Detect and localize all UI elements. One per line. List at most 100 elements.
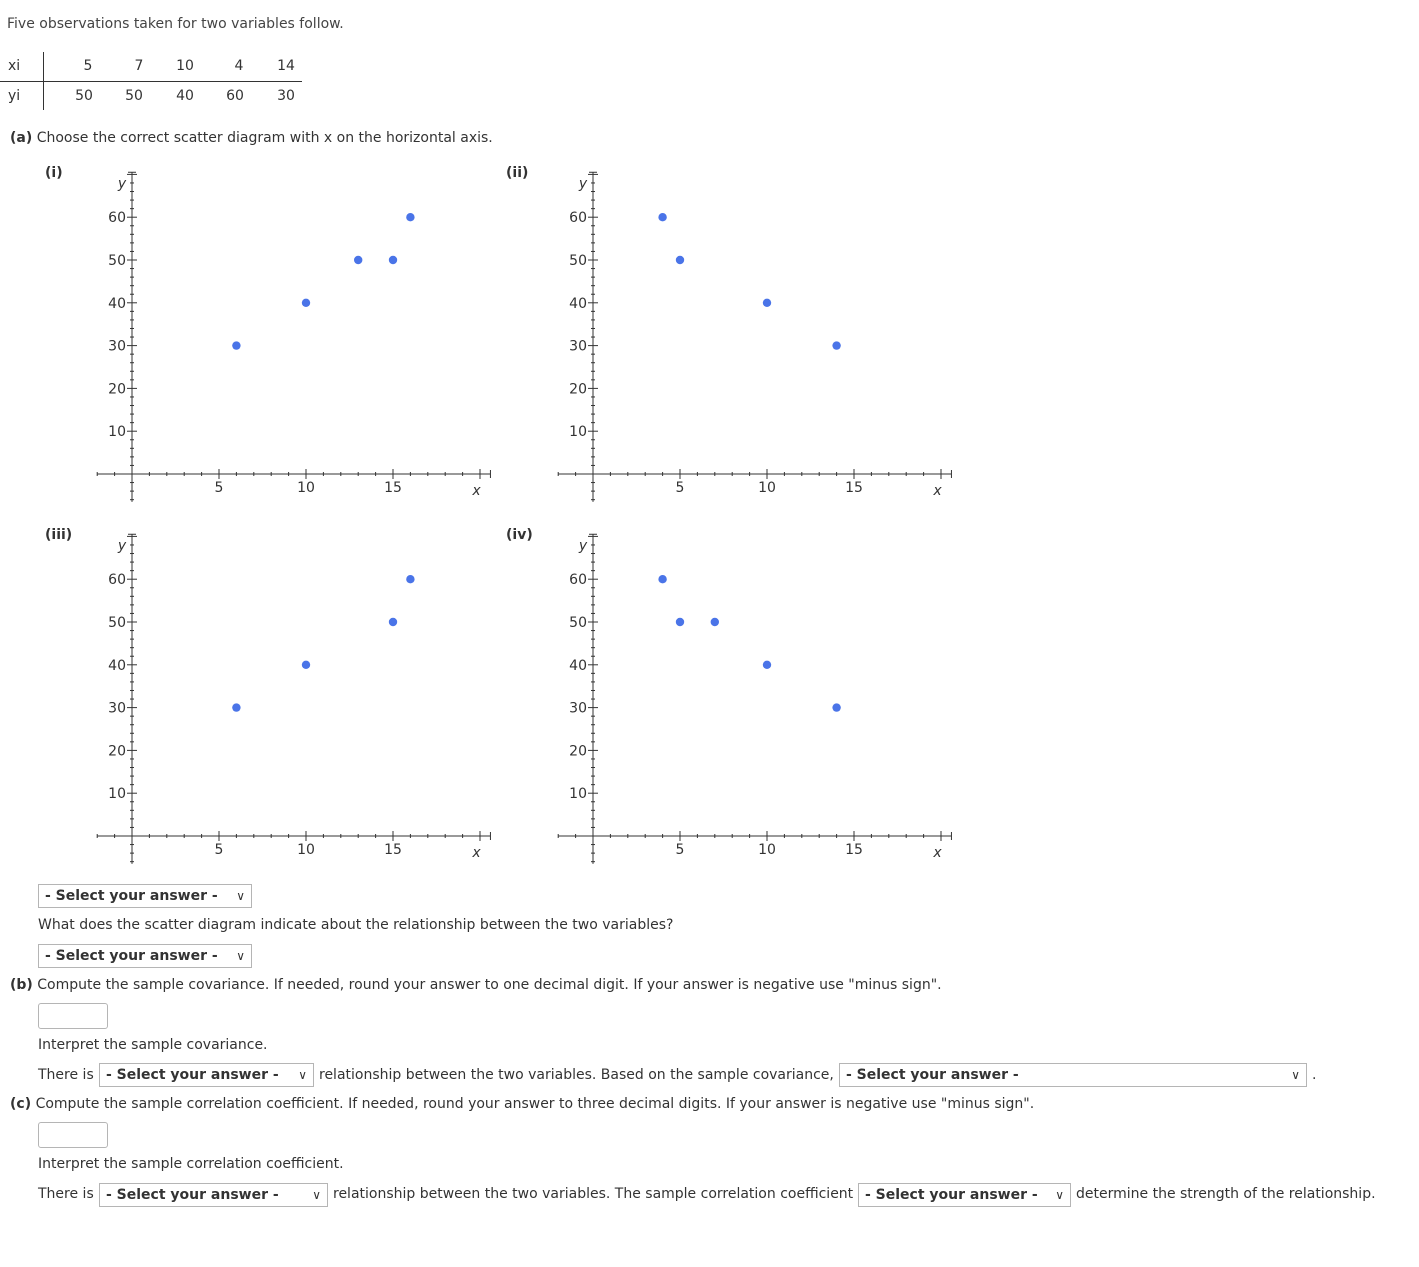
x-tick-label: 5 — [676, 842, 685, 858]
select-value: - Select your answer - — [106, 1187, 279, 1203]
x-tick-label: 15 — [845, 842, 863, 858]
covariance-there-is: There is — [38, 1067, 94, 1083]
y-tick-label: 40 — [108, 658, 126, 674]
select-value: - Select your answer - — [865, 1187, 1038, 1203]
data-point — [232, 703, 241, 712]
x-tick-label: 15 — [384, 842, 402, 858]
part-c-text: Compute the sample correlation coefficie… — [35, 1096, 1035, 1112]
y-tick-label: 30 — [108, 701, 126, 717]
select-value: - Select your answer - — [45, 888, 218, 904]
chevron-down-icon: ∨ — [1055, 1188, 1064, 1202]
table-cell: 50 — [75, 88, 93, 104]
table-row-divider — [0, 81, 302, 82]
data-point — [675, 255, 685, 265]
y-tick-label: 20 — [108, 743, 126, 759]
x-tick-label: 10 — [297, 480, 315, 496]
x-tick-label: 10 — [297, 842, 315, 858]
covariance-relationship-select[interactable]: - Select your answer - ∨ — [99, 1063, 314, 1087]
data-point — [388, 255, 398, 265]
table-cell: 40 — [176, 88, 194, 104]
x-axis-name: x — [471, 483, 481, 499]
data-point — [301, 660, 311, 669]
data-point — [832, 703, 841, 712]
covariance-input[interactable] — [38, 1003, 108, 1029]
x-tick-label: 15 — [845, 480, 863, 496]
x-tick-label: 5 — [215, 480, 224, 496]
select-value: - Select your answer - — [106, 1067, 279, 1083]
y-tick-label: 50 — [108, 615, 126, 631]
scatter-choice-select[interactable]: - Select your answer - ∨ — [38, 884, 252, 908]
data-point — [301, 298, 311, 307]
y-tick-label: 50 — [569, 615, 587, 631]
y-axis-name: y — [117, 538, 127, 554]
scatter-plot-iv[interactable]: 5 10 15 10 20 30 40 50 60 x y — [541, 532, 961, 872]
y-tick-label: 60 — [108, 210, 126, 226]
y-tick-label: 10 — [569, 424, 587, 440]
y-tick-label: 60 — [569, 572, 587, 588]
scatter-plot-iii[interactable]: 5 10 15 10 20 30 40 50 60 x y — [80, 532, 500, 872]
part-a-question: (a) Choose the correct scatter diagram w… — [10, 130, 493, 146]
part-c-label: (c) — [10, 1096, 32, 1112]
part-a-text: Choose the correct scatter diagram with … — [36, 130, 493, 146]
scatter-plot-ii[interactable]: 5 10 15 10 20 30 40 50 60 x y — [541, 170, 961, 510]
x-tick-label: 10 — [758, 480, 776, 496]
chevron-down-icon: ∨ — [312, 1188, 321, 1202]
y-tick-label: 50 — [569, 253, 587, 269]
part-a-label: (a) — [10, 130, 33, 146]
y-axis-name: y — [117, 176, 127, 192]
covariance-end-text: . — [1312, 1067, 1317, 1083]
y-tick-label: 30 — [569, 701, 587, 717]
data-table: xi yi 5 7 10 4 14 50 50 40 60 30 — [0, 50, 310, 112]
y-tick-label: 60 — [108, 572, 126, 588]
data-point — [658, 575, 667, 584]
correlation-there-is: There is — [38, 1186, 94, 1202]
data-point — [762, 660, 772, 669]
table-cell: 30 — [277, 88, 295, 104]
chevron-down-icon: ∨ — [298, 1068, 307, 1082]
relationship-question: What does the scatter diagram indicate a… — [38, 917, 674, 933]
y-tick-label: 10 — [108, 786, 126, 802]
plot-label-iii: (iii) — [45, 527, 73, 543]
data-point — [762, 298, 772, 307]
y-tick-label: 20 — [108, 381, 126, 397]
relationship-select[interactable]: - Select your answer - ∨ — [38, 944, 252, 968]
plot-label-ii: (ii) — [506, 165, 529, 181]
table-cell: 10 — [176, 58, 194, 74]
y-tick-label: 30 — [108, 339, 126, 355]
part-b-text: Compute the sample covariance. If needed… — [37, 977, 942, 993]
y-tick-label: 60 — [569, 210, 587, 226]
covariance-conclusion-select[interactable]: - Select your answer - ∨ — [839, 1063, 1307, 1087]
table-cell: 50 — [125, 88, 143, 104]
y-tick-label: 20 — [569, 381, 587, 397]
x-axis-name: x — [932, 483, 942, 499]
interpret-covariance-label: Interpret the sample covariance. — [38, 1037, 268, 1053]
correlation-input[interactable] — [38, 1122, 108, 1148]
x-axis-name: x — [932, 845, 942, 861]
data-point — [354, 255, 363, 265]
data-point — [675, 617, 685, 627]
y-tick-label: 40 — [569, 658, 587, 674]
table-cell: 5 — [83, 58, 93, 74]
data-point — [232, 341, 241, 350]
data-point — [710, 617, 719, 627]
y-axis-name: y — [578, 176, 588, 192]
intro-text: Five observations taken for two variable… — [7, 16, 344, 32]
x-tick-label: 10 — [758, 842, 776, 858]
correlation-relationship-select[interactable]: - Select your answer - ∨ — [99, 1183, 328, 1207]
table-cell: 4 — [234, 58, 244, 74]
x-tick-label: 5 — [676, 480, 685, 496]
x-axis-name: x — [471, 845, 481, 861]
select-value: - Select your answer - — [45, 948, 218, 964]
y-tick-label: 10 — [569, 786, 587, 802]
x-tick-label: 15 — [384, 480, 402, 496]
covariance-middle-text: relationship between the two variables. … — [319, 1067, 834, 1083]
chevron-down-icon: ∨ — [236, 889, 245, 903]
table-cell: 14 — [277, 58, 295, 74]
scatter-plot-i[interactable]: 5 10 15 10 20 30 40 50 60 x y — [80, 170, 500, 510]
correlation-strength-select[interactable]: - Select your answer - ∨ — [858, 1183, 1071, 1207]
correlation-middle-text: relationship between the two variables. … — [333, 1186, 854, 1202]
correlation-end-text: determine the strength of the relationsh… — [1076, 1186, 1376, 1202]
part-c-question: (c) Compute the sample correlation coeff… — [10, 1096, 1034, 1112]
data-point — [832, 341, 841, 350]
y-axis-name: y — [578, 538, 588, 554]
